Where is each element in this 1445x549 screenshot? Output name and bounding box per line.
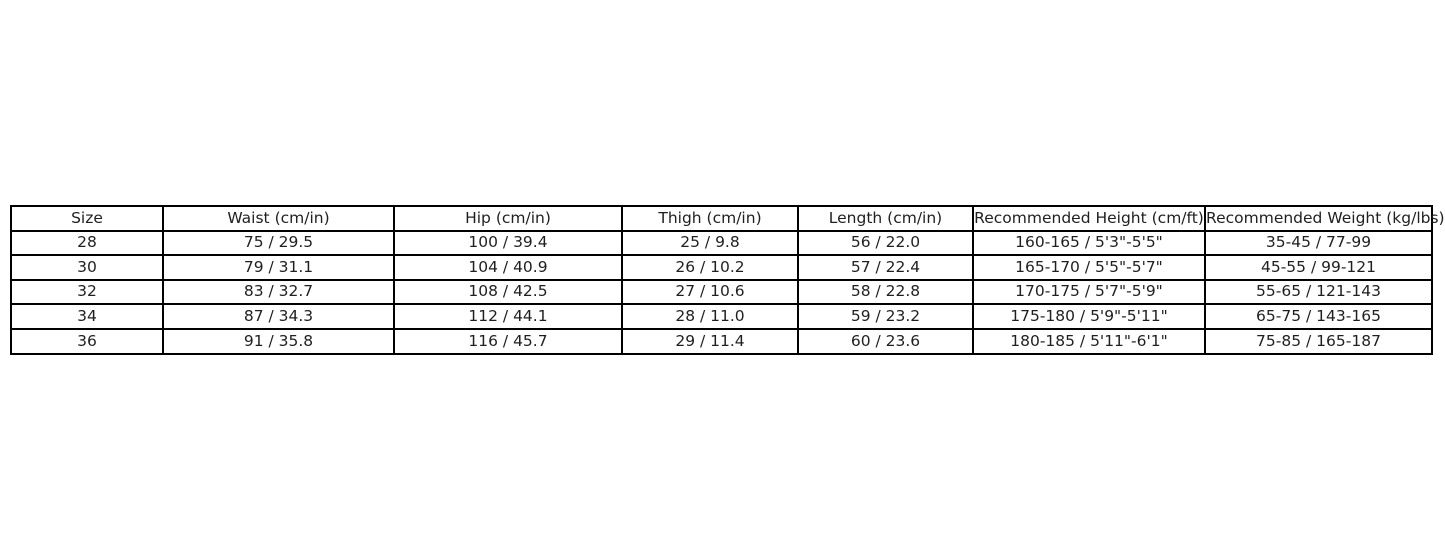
cell-recommended-weight: 65-75 / 143-165 <box>1204 303 1433 330</box>
col-header-waist: Waist (cm/in) <box>162 205 395 232</box>
cell-size: 34 <box>10 303 164 330</box>
cell-size: 30 <box>10 254 164 281</box>
table-row-size-36: 36 91 / 35.8 116 / 45.7 29 / 11.4 60 / 2… <box>10 327 1433 355</box>
cell-length: 59 / 23.2 <box>797 303 974 330</box>
cell-hip: 104 / 40.9 <box>393 254 623 281</box>
cell-size: 36 <box>10 327 164 355</box>
cell-thigh: 25 / 9.8 <box>621 229 799 257</box>
cell-hip: 116 / 45.7 <box>393 327 623 355</box>
cell-recommended-height: 170-175 / 5'7"-5'9" <box>972 278 1206 306</box>
cell-thigh: 27 / 10.6 <box>621 278 799 306</box>
col-header-recommended-height: Recommended Height (cm/ft) <box>972 205 1206 232</box>
cell-hip: 100 / 39.4 <box>393 229 623 257</box>
cell-size: 28 <box>10 229 164 257</box>
cell-recommended-weight: 45-55 / 99-121 <box>1204 254 1433 281</box>
cell-length: 57 / 22.4 <box>797 254 974 281</box>
table-row-size-32: 32 83 / 32.7 108 / 42.5 27 / 10.6 58 / 2… <box>10 278 1433 306</box>
cell-waist: 87 / 34.3 <box>162 303 395 330</box>
cell-waist: 75 / 29.5 <box>162 229 395 257</box>
size-chart-table: Size Waist (cm/in) Hip (cm/in) Thigh (cm… <box>10 205 1445 355</box>
header-row: Size Waist (cm/in) Hip (cm/in) Thigh (cm… <box>10 205 1445 232</box>
table-row-size-30: 30 79 / 31.1 104 / 40.9 26 / 10.2 57 / 2… <box>10 254 1433 281</box>
cell-length: 60 / 23.6 <box>797 327 974 355</box>
cell-recommended-weight: 75-85 / 165-187 <box>1204 327 1433 355</box>
cell-length: 58 / 22.8 <box>797 278 974 306</box>
cell-size: 32 <box>10 278 164 306</box>
cell-recommended-weight: 55-65 / 121-143 <box>1204 278 1433 306</box>
table-row-size-28: 28 75 / 29.5 100 / 39.4 25 / 9.8 56 / 22… <box>10 229 1433 257</box>
cell-recommended-weight: 35-45 / 77-99 <box>1204 229 1433 257</box>
cell-waist: 91 / 35.8 <box>162 327 395 355</box>
cell-thigh: 28 / 11.0 <box>621 303 799 330</box>
col-header-hip: Hip (cm/in) <box>393 205 623 232</box>
cell-recommended-height: 160-165 / 5'3"-5'5" <box>972 229 1206 257</box>
cell-hip: 108 / 42.5 <box>393 278 623 306</box>
cell-waist: 83 / 32.7 <box>162 278 395 306</box>
col-header-recommended-weight: Recommended Weight (kg/lbs) <box>1204 205 1445 232</box>
table-row-size-34: 34 87 / 34.3 112 / 44.1 28 / 11.0 59 / 2… <box>10 303 1433 330</box>
cell-recommended-height: 175-180 / 5'9"-5'11" <box>972 303 1206 330</box>
cell-length: 56 / 22.0 <box>797 229 974 257</box>
col-header-thigh: Thigh (cm/in) <box>621 205 799 232</box>
cell-hip: 112 / 44.1 <box>393 303 623 330</box>
col-header-size: Size <box>10 205 164 232</box>
cell-recommended-height: 180-185 / 5'11"-6'1" <box>972 327 1206 355</box>
cell-waist: 79 / 31.1 <box>162 254 395 281</box>
cell-thigh: 29 / 11.4 <box>621 327 799 355</box>
cell-thigh: 26 / 10.2 <box>621 254 799 281</box>
cell-recommended-height: 165-170 / 5'5"-5'7" <box>972 254 1206 281</box>
col-header-length: Length (cm/in) <box>797 205 974 232</box>
